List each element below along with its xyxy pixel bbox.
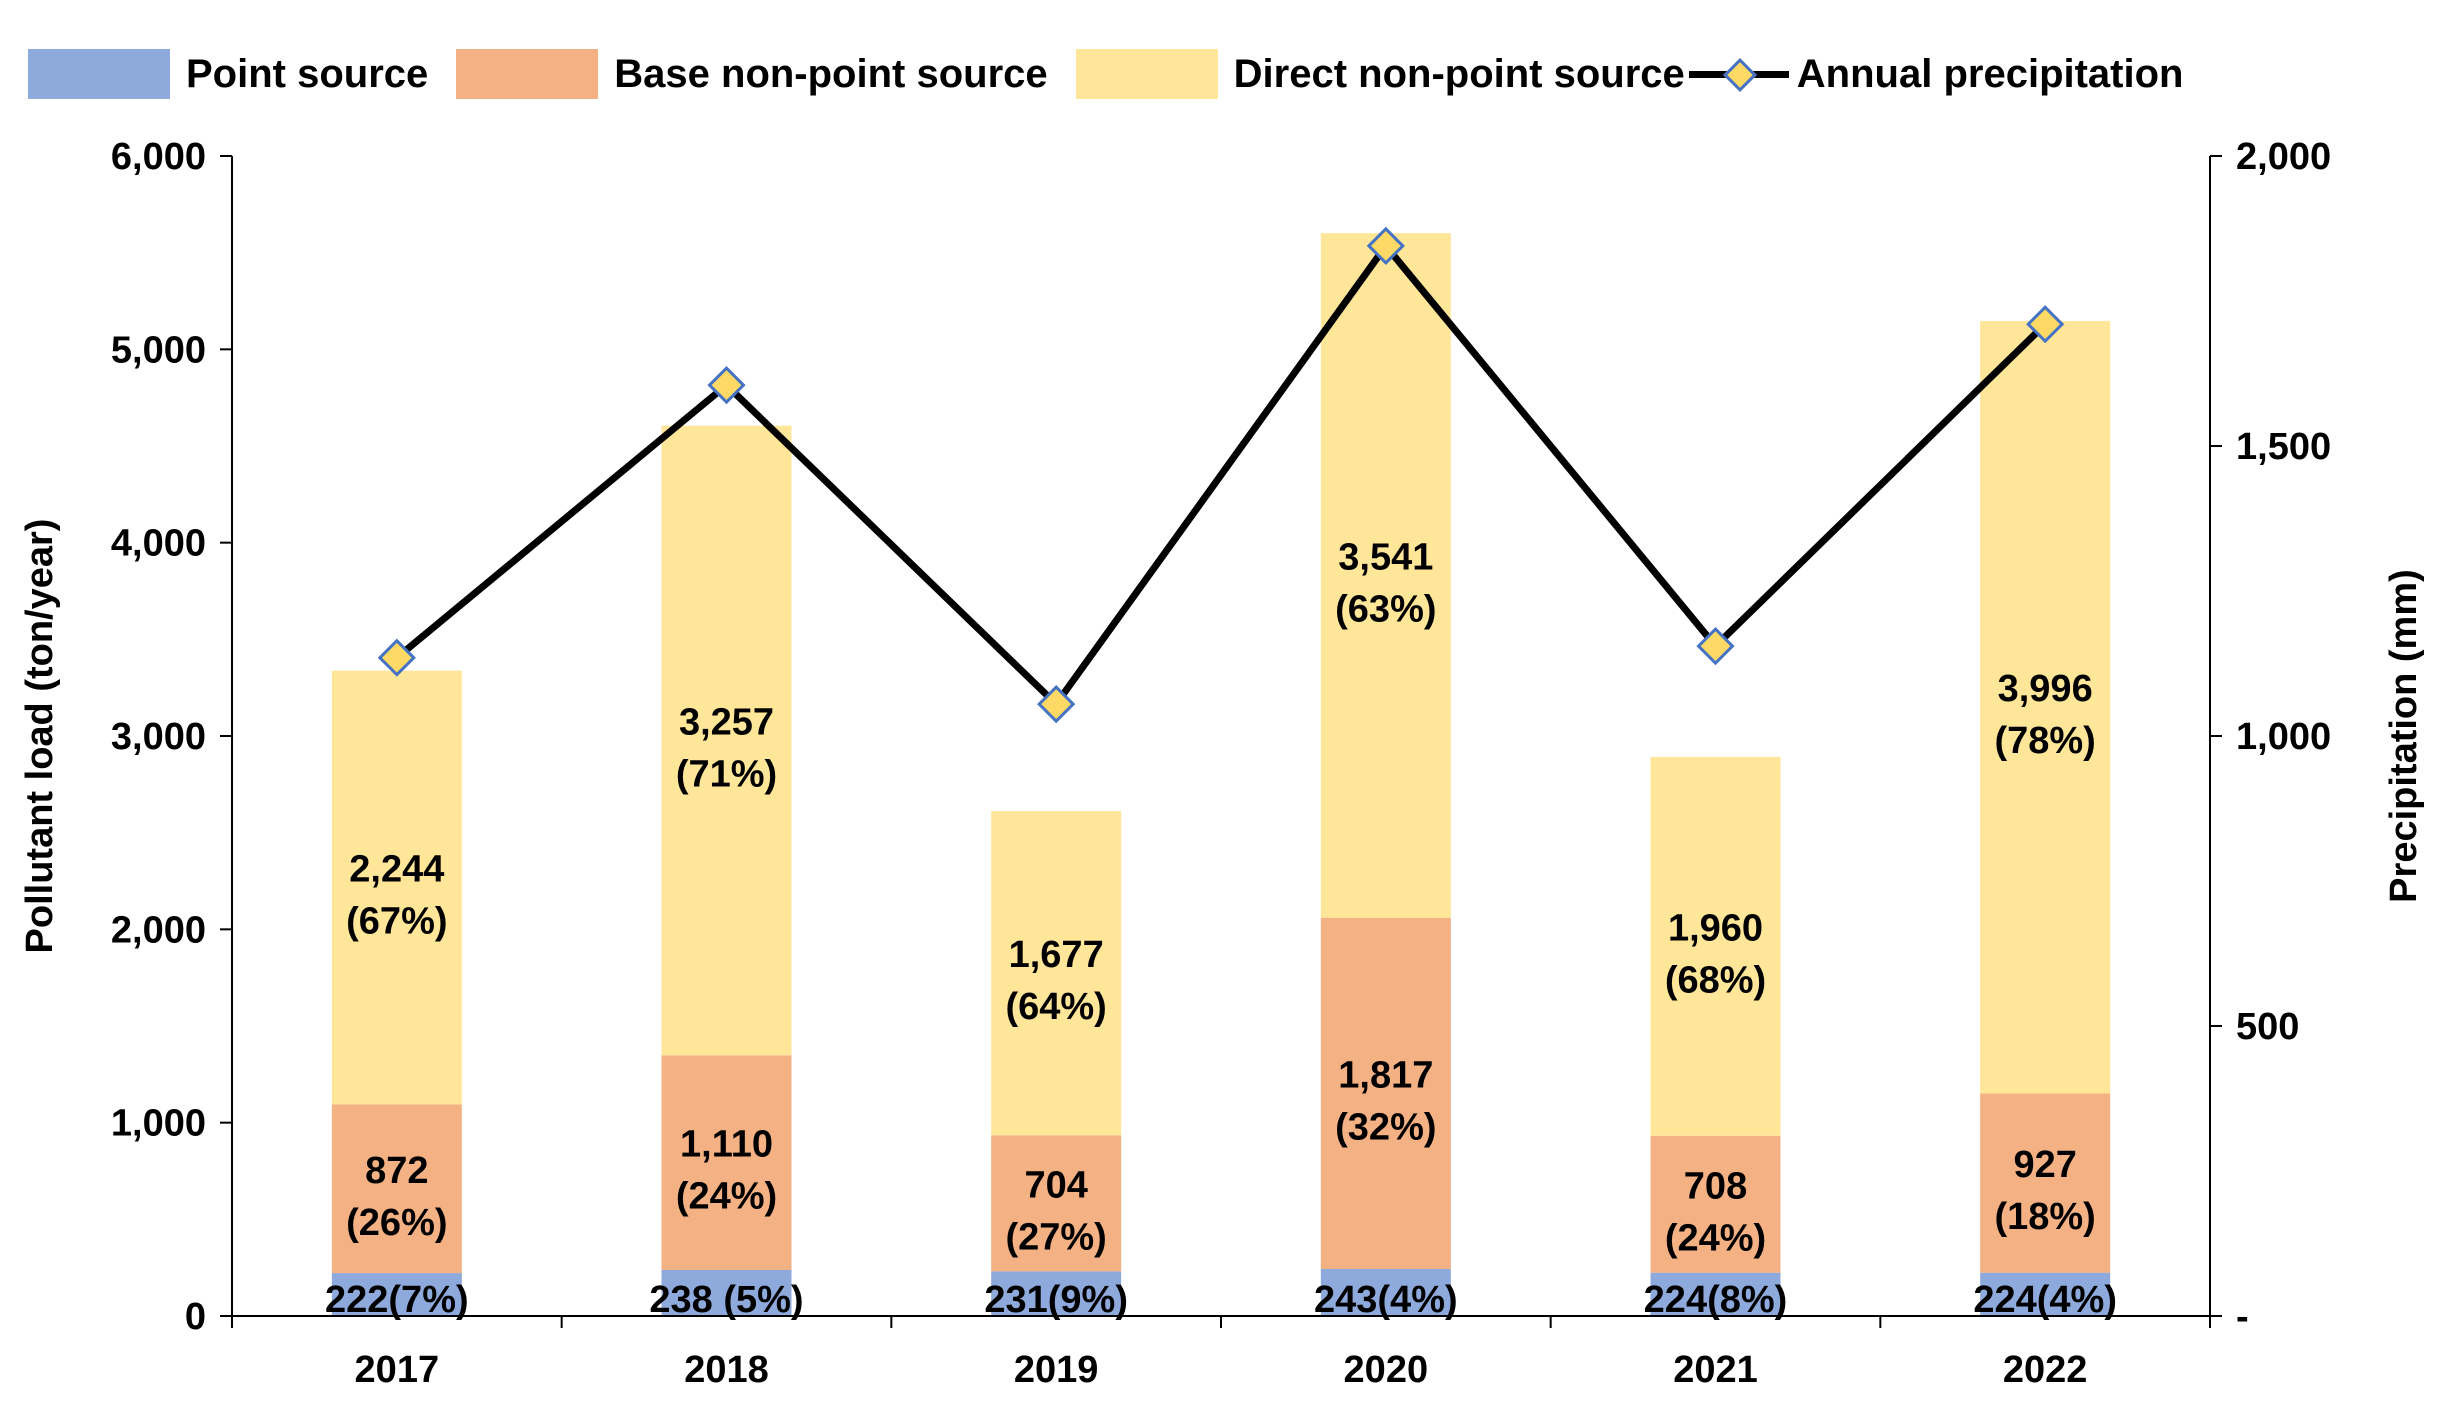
precipitation-marker-2017 — [377, 638, 416, 677]
precipitation-marker-2020 — [1366, 226, 1405, 265]
y-tick-label: 4,000 — [111, 523, 206, 565]
label-direct-2020-value: 3,541 — [1338, 536, 1433, 578]
precipitation-marker-2021 — [1696, 627, 1735, 666]
y2-tick-label: 1,000 — [2236, 716, 2331, 758]
label-base-2021-percent: (24%) — [1665, 1217, 1766, 1259]
label-direct-2017-percent: (67%) — [346, 901, 447, 943]
x-tick-label-2017: 2017 — [355, 1349, 440, 1391]
axes-layer: 0 1,000 2,000 3,000 4,000 5,000 6,000 - 500 1,000… — [19, 136, 2425, 1391]
label-direct-2022-value: 3,996 — [1998, 668, 2093, 710]
y-tick-label: 5,000 — [111, 329, 206, 371]
label-direct-2019-value: 1,677 — [1009, 934, 1104, 976]
label-direct-2018-value: 3,257 — [679, 702, 774, 744]
label-point-2022: 224(4%) — [1973, 1279, 2117, 1321]
y2-tick-label: - — [2236, 1296, 2249, 1338]
y2-tick-label: 1,500 — [2236, 426, 2331, 468]
bar-direct-2017 — [331, 670, 462, 1105]
y-tick-label: 2,000 — [111, 909, 206, 951]
y-tick-label: 0 — [185, 1296, 206, 1338]
label-point-2020: 243(4%) — [1314, 1279, 1458, 1321]
bar-base-2018 — [661, 1055, 792, 1270]
bar-base-2017 — [331, 1104, 462, 1274]
y2-axis-title: Precipitation (mm) — [2383, 569, 2425, 903]
y2-tick-label: 2,000 — [2236, 136, 2331, 178]
label-direct-2020-percent: (63%) — [1335, 588, 1436, 630]
x-tick-label-2019: 2019 — [1014, 1349, 1099, 1391]
precipitation-marker-2019 — [1037, 685, 1076, 724]
label-base-2020-percent: (32%) — [1335, 1106, 1436, 1148]
bar-point-2019 — [991, 1271, 1122, 1316]
label-point-2018: 238 (5%) — [649, 1279, 803, 1321]
legend: Point source Base non-point source Direc… — [28, 44, 2211, 104]
label-direct-2021-value: 1,960 — [1668, 907, 1763, 949]
data-labels-layer: 222(7%) 238 (5%) 231(9%) 243(4%) 224(8%) 224(… — [325, 536, 2117, 1321]
precipitation-line-layer — [377, 226, 2065, 724]
bar-base-2019 — [991, 1135, 1122, 1272]
bar-direct-2018 — [661, 425, 792, 1056]
bar-direct-2021 — [1650, 756, 1781, 1136]
bar-point-2022 — [1980, 1272, 2111, 1316]
label-point-2017: 222(7%) — [325, 1279, 469, 1321]
label-base-2020-value: 1,817 — [1338, 1054, 1433, 1096]
legend-item-direct-non-point-source: Direct non-point source — [1075, 49, 1685, 99]
bar-base-2022 — [1980, 1093, 2111, 1273]
precipitation-line — [394, 240, 2048, 710]
point-source-swatch — [28, 49, 170, 99]
label-base-2022-value: 927 — [2013, 1144, 2076, 1186]
legend-item-annual-precipitation: Annual precipitation — [1688, 49, 2184, 99]
legend-label-base-non-point-source: Base non-point source — [614, 51, 1048, 96]
bar-point-2017 — [331, 1273, 462, 1316]
label-base-2021-value: 708 — [1684, 1165, 1747, 1207]
x-tick-label-2018: 2018 — [684, 1349, 769, 1391]
label-base-2018-value: 1,110 — [680, 1124, 773, 1166]
y2-tick-label: 500 — [2236, 1006, 2299, 1048]
bar-direct-2022 — [1980, 320, 2111, 1094]
label-direct-2021-percent: (68%) — [1665, 959, 1766, 1001]
label-point-2019: 231(9%) — [984, 1279, 1128, 1321]
label-base-2019-value: 704 — [1024, 1164, 1087, 1206]
label-direct-2017-value: 2,244 — [349, 849, 444, 891]
y-tick-label: 1,000 — [111, 1103, 206, 1145]
bar-point-2018 — [661, 1269, 792, 1316]
bars-layer — [331, 233, 2111, 1316]
label-base-2022-percent: (18%) — [1994, 1196, 2095, 1238]
label-base-2017-value: 872 — [365, 1150, 428, 1192]
y-tick-label: 3,000 — [111, 716, 206, 758]
direct-non-point-source-swatch — [1075, 49, 1218, 99]
label-direct-2018-percent: (71%) — [676, 754, 777, 796]
precipitation-marker-2022 — [2026, 305, 2065, 344]
bar-base-2020 — [1320, 917, 1451, 1270]
x-tick-label-2021: 2021 — [1673, 1349, 1758, 1391]
legend-item-point-source: Point source — [28, 49, 428, 99]
label-point-2021: 224(8%) — [1644, 1279, 1788, 1321]
legend-item-base-non-point-source: Base non-point source — [456, 49, 1048, 99]
y-axis-title: Pollutant load (ton/year) — [19, 519, 61, 954]
bar-direct-2019 — [991, 811, 1122, 1136]
label-direct-2019-percent: (64%) — [1005, 986, 1106, 1028]
legend-label-point-source: Point source — [186, 51, 429, 96]
x-tick-label-2020: 2020 — [1344, 1349, 1429, 1391]
x-tick-label-2022: 2022 — [2003, 1349, 2088, 1391]
y-tick-label: 6,000 — [111, 136, 206, 178]
bar-base-2021 — [1650, 1135, 1781, 1273]
legend-label-direct-non-point-source: Direct non-point source — [1233, 51, 1685, 96]
label-base-2017-percent: (26%) — [346, 1202, 447, 1244]
bar-point-2020 — [1320, 1269, 1451, 1316]
label-direct-2022-percent: (78%) — [1994, 720, 2095, 762]
legend-label-annual-precipitation: Annual precipitation — [1796, 51, 2184, 96]
bar-point-2021 — [1650, 1272, 1781, 1316]
label-base-2018-percent: (24%) — [676, 1176, 777, 1218]
base-non-point-source-swatch — [456, 49, 599, 99]
label-base-2019-percent: (27%) — [1005, 1216, 1106, 1258]
precipitation-marker-2018 — [707, 366, 746, 405]
bar-direct-2020 — [1320, 233, 1451, 918]
precipitation-line-swatch — [1688, 49, 1789, 99]
